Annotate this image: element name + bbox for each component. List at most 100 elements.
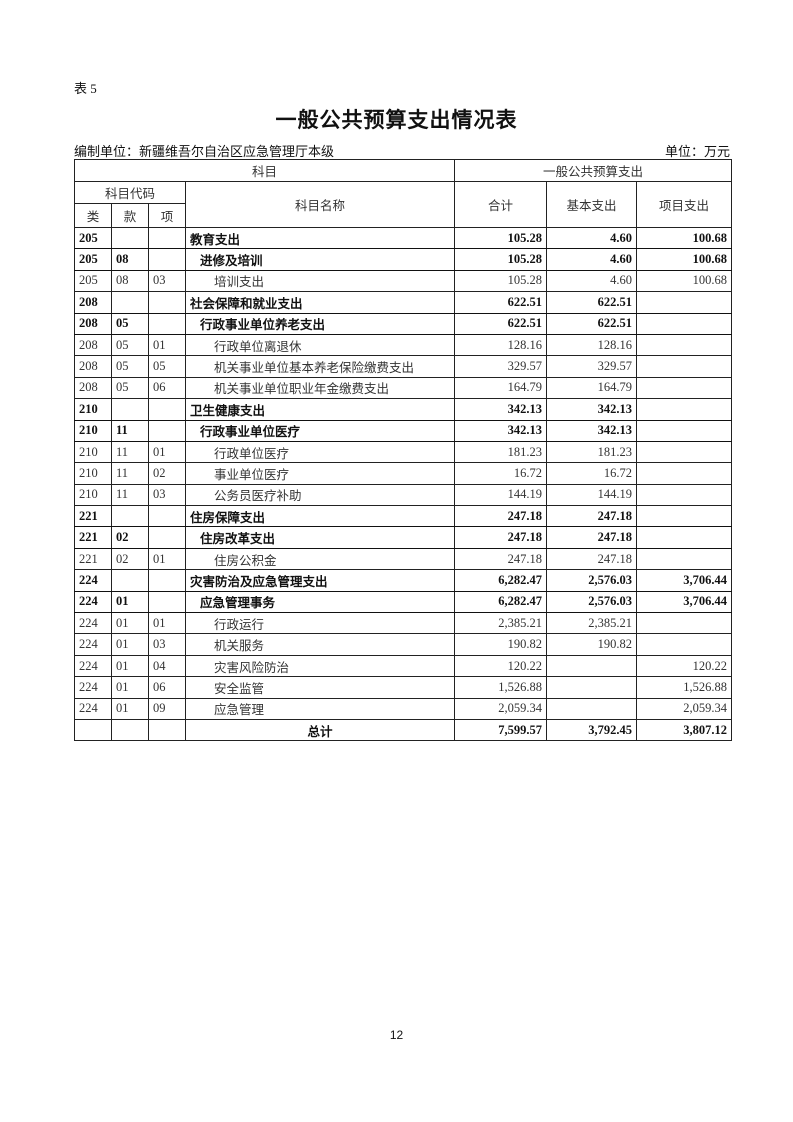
cell-code-kuan: 01	[111, 590, 149, 614]
cell-code-kuan	[111, 291, 149, 314]
table-row: 208 05 06 机关事业单位职业年金缴费支出 164.79 164.79	[74, 376, 733, 400]
cell-total: 247.18	[454, 505, 548, 528]
cell-basic: 342.13	[546, 419, 638, 442]
total-total: 7,599.57	[454, 718, 548, 742]
table-row: 221 02 住房改革支出 247.18 247.18	[74, 526, 733, 549]
table-row: 221 02 01 住房公积金 247.18 247.18	[74, 547, 733, 571]
header-kuan: 款	[111, 203, 149, 228]
cell-basic: 329.57	[546, 355, 638, 378]
cell-code-lei: 210	[74, 462, 112, 485]
cell-name: 卫生健康支出	[184, 398, 456, 421]
table-row: 208 05 行政事业单位养老支出 622.51 622.51	[74, 312, 733, 335]
cell-project	[636, 355, 733, 378]
cell-code-lei: 221	[74, 505, 112, 528]
cell-basic: 190.82	[546, 633, 638, 656]
budget-expenditure-table: 科目 一般公共预算支出 科目代码 科目名称 合计 基本支出 项目支出 类 款 项…	[73, 159, 733, 742]
cell-basic	[546, 697, 638, 720]
cell-project	[636, 312, 733, 335]
cell-code-xiang	[148, 312, 186, 335]
cell-basic: 4.60	[546, 269, 638, 293]
cell-total: 6,282.47	[454, 569, 548, 592]
cell-name: 安全监管	[184, 676, 456, 699]
table-row: 224 01 01 行政运行 2,385.21 2,385.21	[74, 612, 733, 635]
header-total: 合计	[454, 181, 548, 228]
table-row: 224 01 应急管理事务 6,282.47 2,576.03 3,706.44	[74, 590, 733, 614]
cell-code-lei: 221	[74, 526, 112, 549]
cell-code-lei: 210	[74, 440, 112, 464]
table-row: 208 社会保障和就业支出 622.51 622.51	[74, 291, 733, 314]
cell-project	[636, 526, 733, 549]
cell-code-kuan: 02	[111, 526, 149, 549]
cell-code-xiang: 01	[148, 547, 186, 571]
cell-code-lei: 208	[74, 291, 112, 314]
cell-code-xiang	[148, 226, 186, 250]
cell-total: 144.19	[454, 483, 548, 507]
cell-total: 2,385.21	[454, 612, 548, 635]
cell-basic: 16.72	[546, 462, 638, 485]
cell-total: 342.13	[454, 419, 548, 442]
cell-code-lei: 221	[74, 547, 112, 571]
cell-basic: 622.51	[546, 312, 638, 335]
cell-project	[636, 333, 733, 357]
table-row: 208 05 01 行政单位离退休 128.16 128.16	[74, 333, 733, 357]
table-row: 205 教育支出 105.28 4.60 100.68	[74, 226, 733, 250]
cell-code-kuan: 01	[111, 633, 149, 656]
table-row: 210 11 行政事业单位医疗 342.13 342.13	[74, 419, 733, 442]
cell-project	[636, 505, 733, 528]
cell-code-lei: 224	[74, 612, 112, 635]
cell-project: 3,706.44	[636, 569, 733, 592]
table-row: 210 卫生健康支出 342.13 342.13	[74, 398, 733, 421]
cell-name: 公务员医疗补助	[184, 483, 456, 507]
cell-name: 事业单位医疗	[184, 462, 456, 485]
cell-code-xiang: 03	[148, 483, 186, 507]
cell-name: 机关事业单位职业年金缴费支出	[184, 376, 456, 400]
cell-code-xiang: 04	[148, 654, 186, 678]
cell-code-kuan	[111, 398, 149, 421]
cell-basic: 4.60	[546, 226, 638, 250]
cell-code-kuan: 05	[111, 355, 149, 378]
cell-basic: 128.16	[546, 333, 638, 357]
cell-basic: 2,385.21	[546, 612, 638, 635]
table-row: 221 住房保障支出 247.18 247.18	[74, 505, 733, 528]
cell-basic: 2,576.03	[546, 569, 638, 592]
header-basic: 基本支出	[546, 181, 638, 228]
cell-code-lei: 210	[74, 398, 112, 421]
cell-code-lei: 210	[74, 483, 112, 507]
table-row: 208 05 05 机关事业单位基本养老保险缴费支出 329.57 329.57	[74, 355, 733, 378]
cell-total: 190.82	[454, 633, 548, 656]
cell-project	[636, 291, 733, 314]
cell-name: 行政事业单位养老支出	[184, 312, 456, 335]
cell-total: 247.18	[454, 526, 548, 549]
cell-code-kuan: 11	[111, 462, 149, 485]
header-name: 科目名称	[184, 181, 456, 228]
cell-name: 教育支出	[184, 226, 456, 250]
cell-code-xiang	[148, 419, 186, 442]
cell-name: 应急管理	[184, 697, 456, 720]
cell-empty	[74, 718, 112, 742]
cell-code-lei: 205	[74, 269, 112, 293]
cell-basic: 247.18	[546, 547, 638, 571]
cell-name: 住房改革支出	[184, 526, 456, 549]
cell-code-lei: 210	[74, 419, 112, 442]
cell-code-xiang: 01	[148, 612, 186, 635]
cell-name: 行政单位医疗	[184, 440, 456, 464]
cell-code-lei: 205	[74, 248, 112, 271]
table-row: 224 灾害防治及应急管理支出 6,282.47 2,576.03 3,706.44	[74, 569, 733, 592]
cell-name: 住房保障支出	[184, 505, 456, 528]
cell-code-xiang: 06	[148, 676, 186, 699]
table-number: 表 5	[74, 81, 97, 96]
table-row: 210 11 02 事业单位医疗 16.72 16.72	[74, 462, 733, 485]
cell-name: 机关事业单位基本养老保险缴费支出	[184, 355, 456, 378]
cell-code-kuan: 11	[111, 483, 149, 507]
cell-basic: 4.60	[546, 248, 638, 271]
currency-unit: 单位：万元	[664, 144, 730, 159]
cell-code-lei: 224	[74, 697, 112, 720]
cell-name: 进修及培训	[184, 248, 456, 271]
cell-code-lei: 224	[74, 569, 112, 592]
cell-code-lei: 205	[74, 226, 112, 250]
cell-total: 105.28	[454, 248, 548, 271]
cell-code-lei: 224	[74, 590, 112, 614]
cell-code-kuan: 08	[111, 248, 149, 271]
header-xiang: 项	[148, 203, 186, 228]
cell-code-lei: 208	[74, 333, 112, 357]
